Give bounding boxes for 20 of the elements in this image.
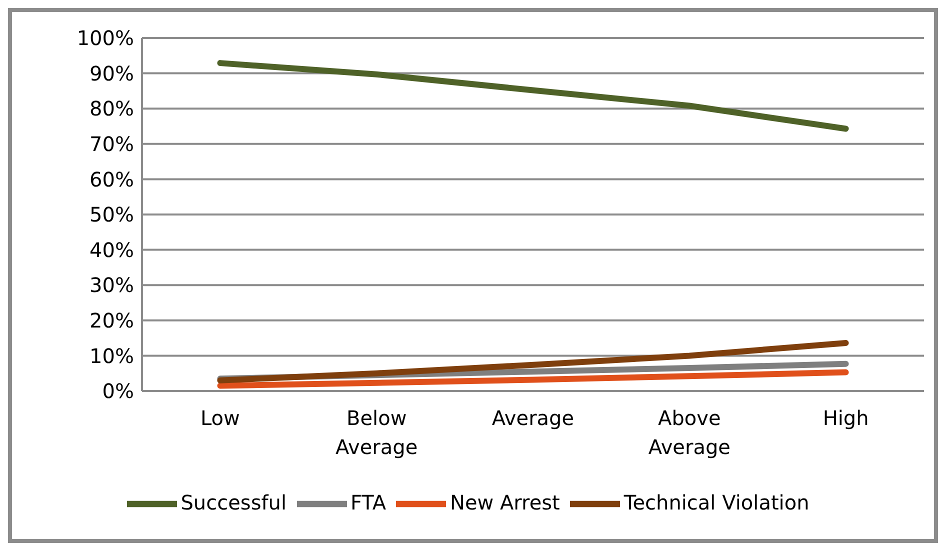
x-tick-label: Below Average [336,406,418,459]
x-tick-label: Low [200,406,240,430]
y-tick-label: 20% [90,308,134,332]
legend-label: FTA [350,490,386,514]
x-tick-label: Average [492,406,574,430]
y-tick-label: 90% [90,61,134,86]
legend-label: Successful [180,490,287,514]
legend-label: New Arrest [450,490,560,514]
x-tick-label: Above Average [648,406,730,459]
y-tick-label: 70% [90,132,134,156]
y-tick-label: 0% [102,379,134,404]
y-tick-label: 30% [90,273,134,298]
y-tick-label: 10% [90,344,134,368]
y-tick-label: 80% [90,96,134,121]
x-tick-label: High [822,406,869,430]
legend-label: Technical Violation [624,490,810,514]
y-tick-label: 60% [90,167,134,192]
y-tick-label: 50% [90,202,134,227]
y-tick-label: 40% [90,238,134,262]
y-tick-label: 100% [76,26,134,50]
